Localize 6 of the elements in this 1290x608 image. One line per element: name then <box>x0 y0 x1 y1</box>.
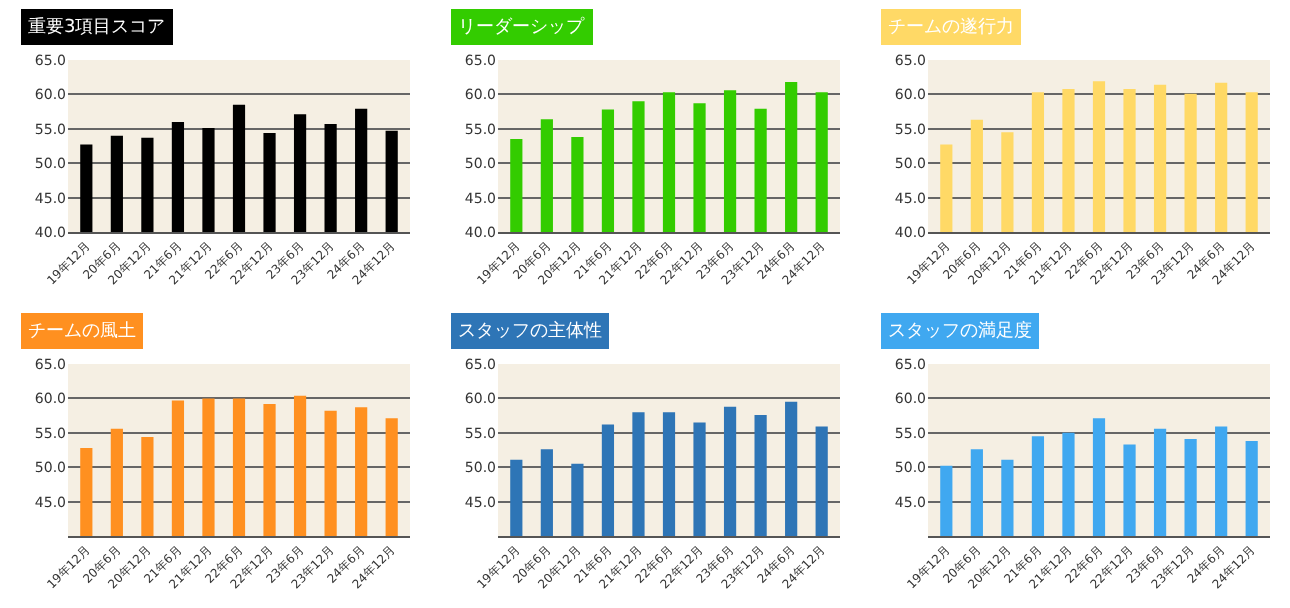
chart-title: チームの遂行力 <box>888 16 1014 38</box>
chart-title: リーダーシップ <box>458 16 586 38</box>
chart-title: チームの風土 <box>28 320 136 342</box>
chart-title: スタッフの満足度 <box>888 320 1032 342</box>
chart-title: スタッフの主体性 <box>458 320 602 342</box>
chart-title: 重要3項目スコア <box>28 16 166 38</box>
